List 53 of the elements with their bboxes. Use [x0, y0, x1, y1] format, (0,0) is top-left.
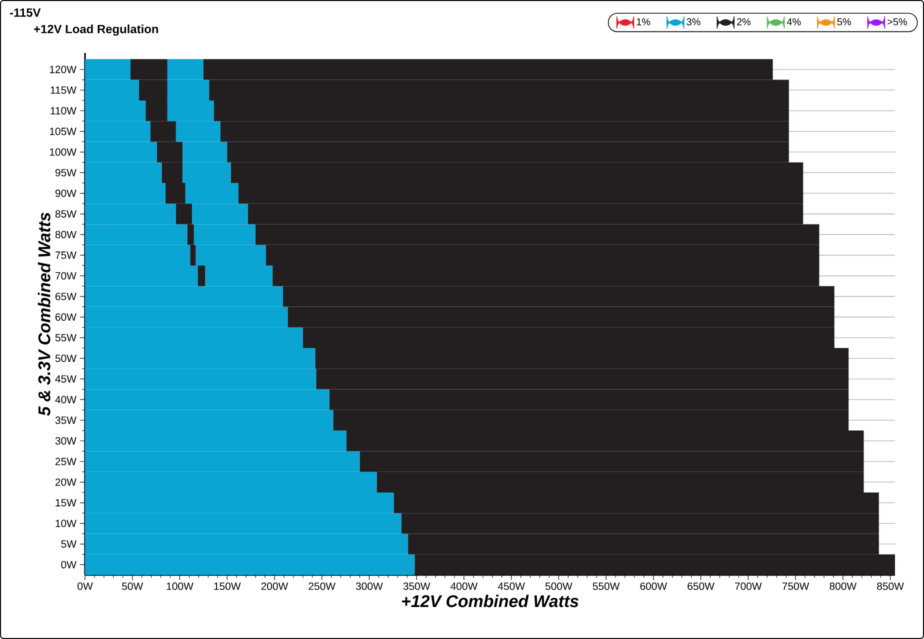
y-tick-label: 45W: [55, 375, 76, 383]
y-tick-label: 10W: [56, 520, 76, 528]
legend-label: 2%: [737, 18, 751, 26]
x-tick-label: 0W: [78, 582, 93, 590]
x-axis-title: +12V Combined Watts: [402, 594, 578, 608]
y-tick-label: 65W: [56, 292, 76, 300]
y-tick-label: 85W: [55, 210, 76, 218]
x-tick-label: 550W: [592, 582, 620, 590]
y-tick-label: 70W: [56, 272, 76, 280]
y-tick-label: 40W: [55, 396, 76, 404]
y-tick-label: 55W: [55, 334, 76, 342]
y-tick-label: 110W: [50, 107, 76, 114]
x-tick-label: 400W: [450, 582, 478, 590]
y-tick-label: 60W: [56, 313, 76, 321]
y-tick-label: 35W: [55, 416, 76, 424]
y-axis-title: 5 & 3.3V Combined Watts: [38, 212, 50, 416]
x-tick-label: 700W: [735, 582, 762, 590]
x-tick-label: 800W: [830, 582, 857, 590]
y-tick-label: 15W: [56, 499, 76, 506]
y-tick-label: 105W: [50, 128, 76, 136]
y-tick-label: 50W: [55, 354, 76, 362]
x-tick-label: 600W: [640, 582, 668, 590]
x-tick-label: 100W: [166, 582, 194, 590]
legend-label: 1%: [636, 18, 650, 26]
y-tick-label: 115W: [50, 86, 76, 94]
y-tick-label: 80W: [55, 230, 76, 238]
x-tick-label: 150W: [214, 582, 241, 590]
x-tick-label: 50W: [122, 582, 144, 590]
legend-label: >5%: [888, 18, 907, 26]
x-tick-label: 650W: [688, 582, 714, 590]
chart-title: -115V: [10, 8, 41, 17]
x-tick-label: 500W: [545, 582, 572, 590]
x-tick-label: 300W: [356, 582, 383, 590]
legend-label: 4%: [786, 18, 801, 26]
y-tick-label: 90W: [55, 190, 76, 197]
x-tick-label: 850W: [877, 582, 904, 590]
y-tick-label: 5W: [61, 540, 76, 548]
y-tick-label: 100W: [50, 148, 76, 156]
y-tick-label: 95W: [55, 168, 76, 176]
x-tick-label: 450W: [498, 582, 525, 590]
chart-subtitle: +12V Load Regulation: [34, 24, 158, 36]
x-tick-label: 750W: [782, 582, 810, 590]
legend-label: 5%: [837, 18, 851, 26]
y-tick-label: 30W: [55, 437, 76, 445]
x-tick-label: 350W: [403, 582, 430, 590]
y-tick-label: 0W: [61, 560, 76, 568]
y-tick-label: 20W: [56, 478, 76, 486]
y-tick-label: 120W: [50, 66, 76, 74]
x-tick-label: 250W: [308, 582, 336, 590]
y-tick-label: 25W: [56, 458, 76, 466]
x-tick-label: 200W: [261, 582, 288, 590]
legend-label: 3%: [686, 18, 700, 26]
y-tick-label: 75W: [56, 252, 76, 259]
